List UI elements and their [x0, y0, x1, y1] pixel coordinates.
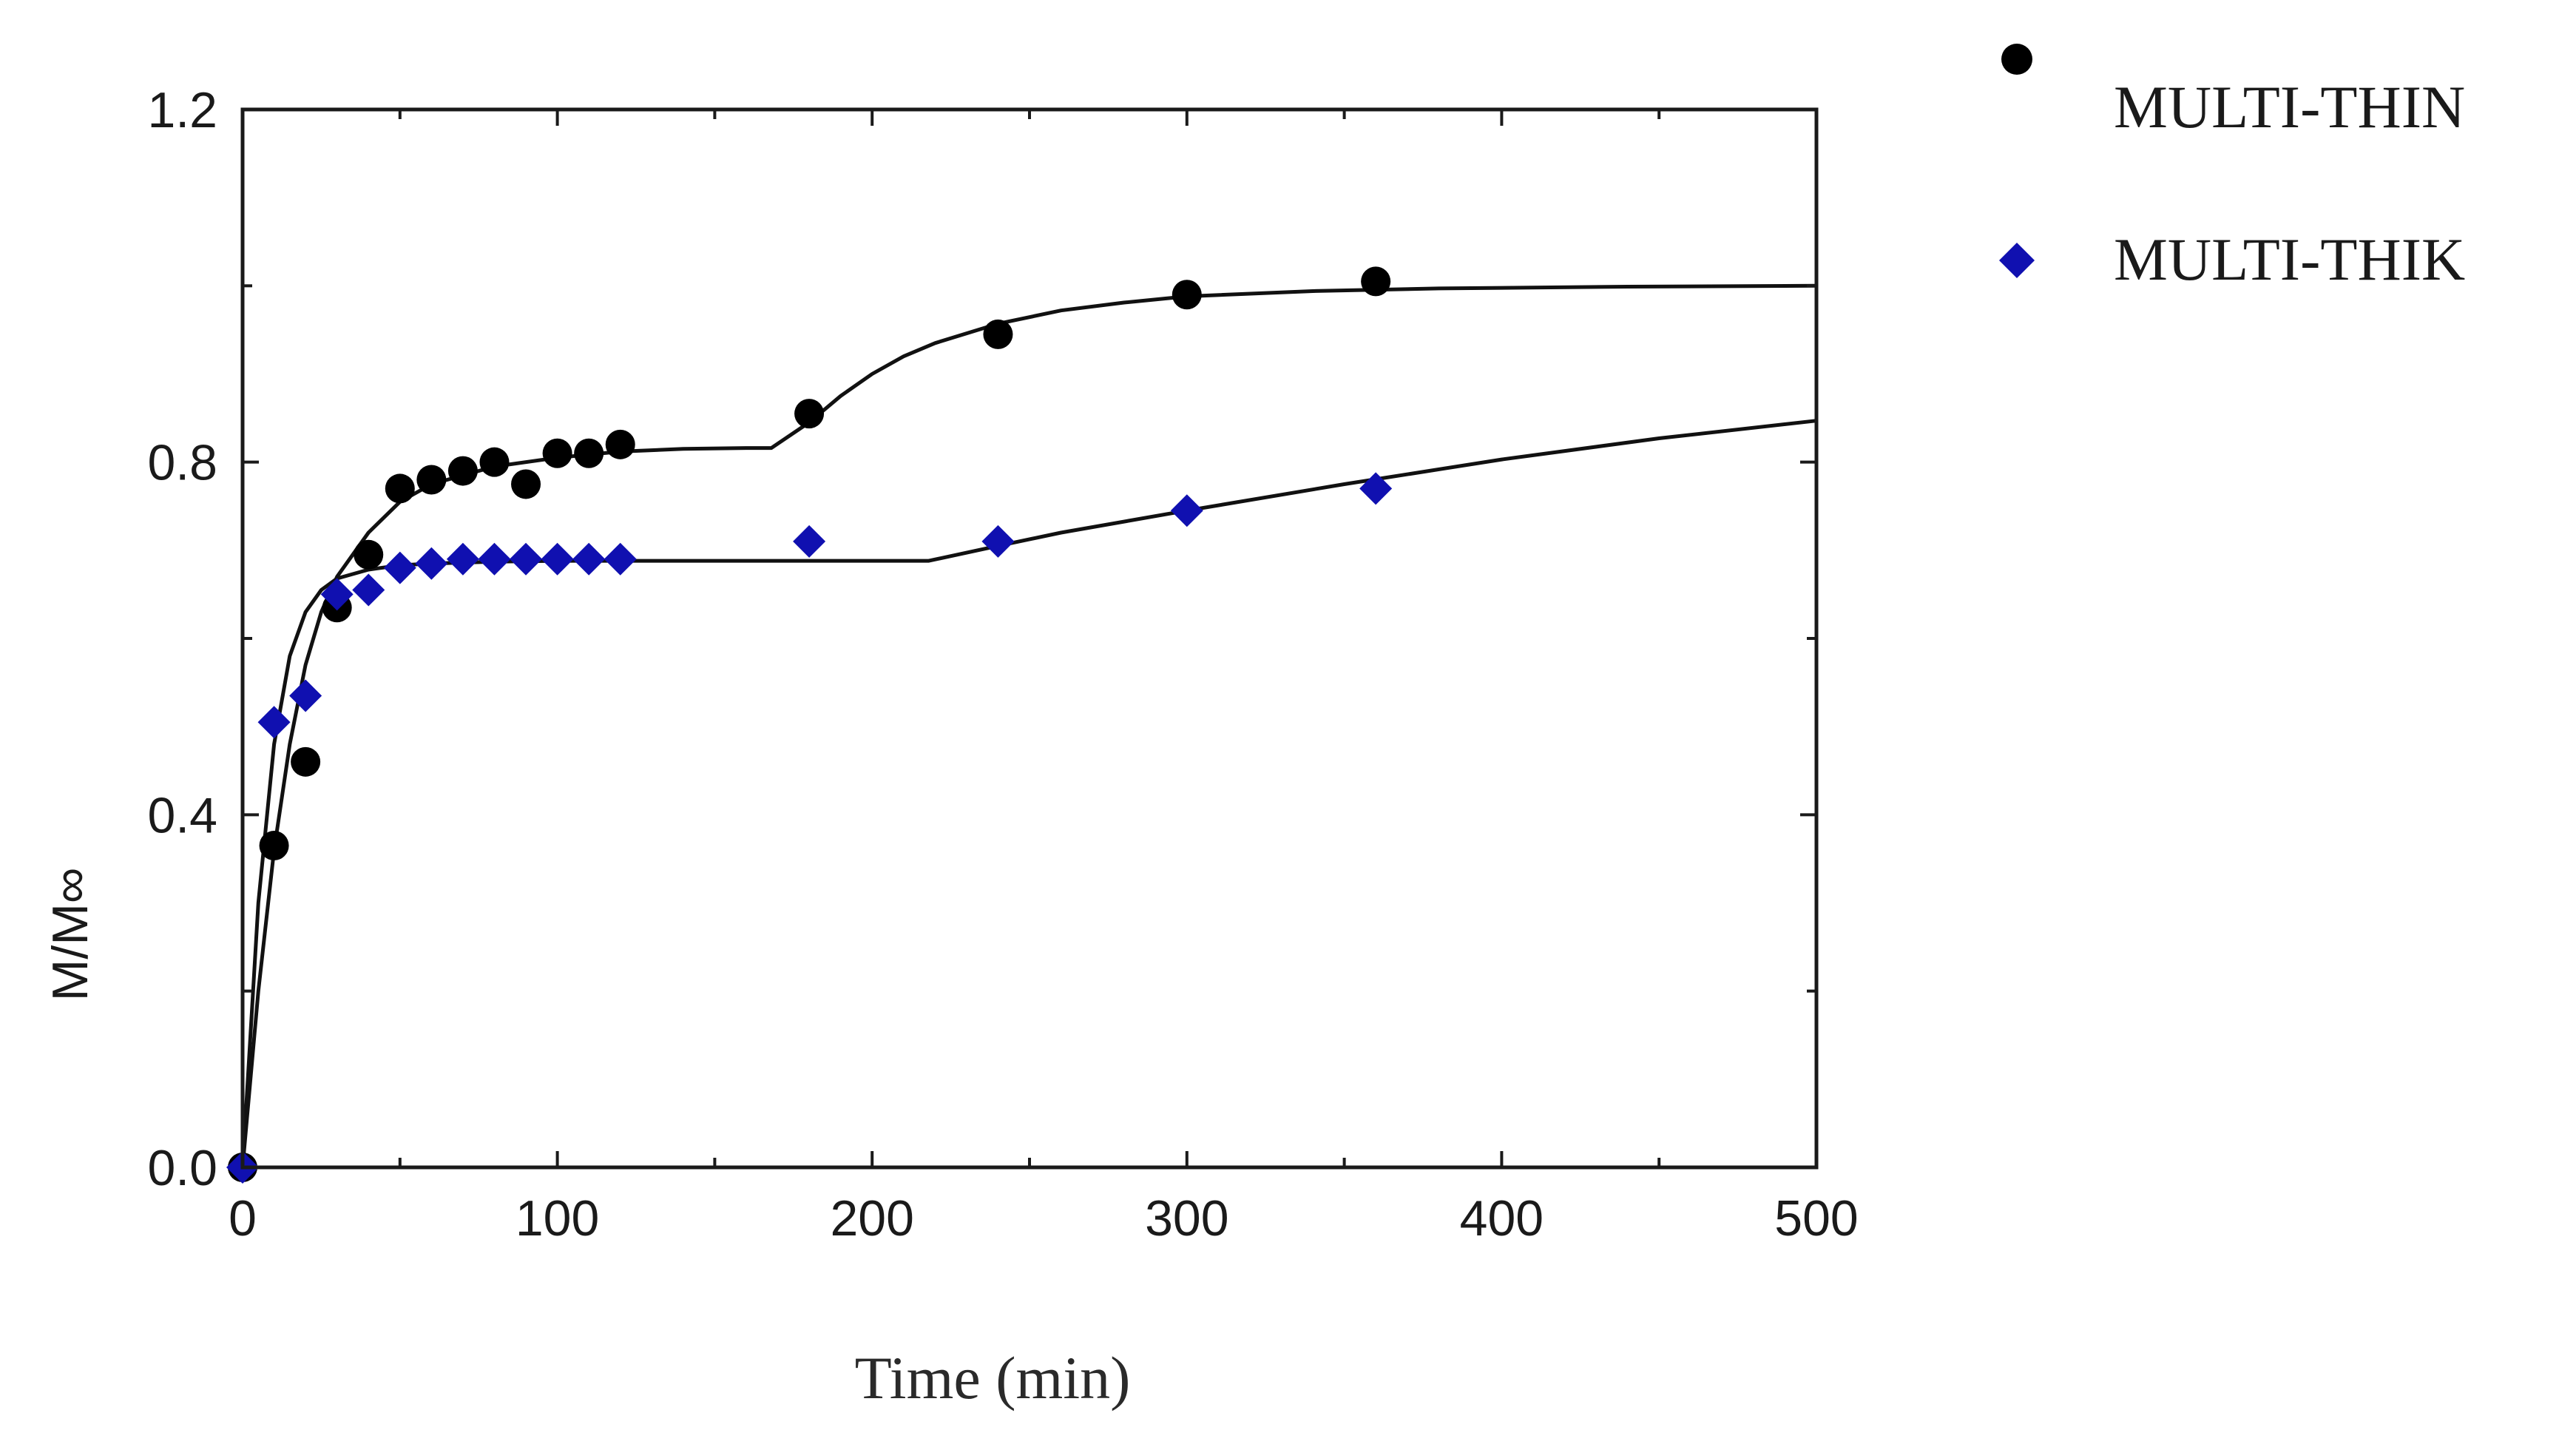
data-point-multi-thin	[259, 831, 289, 861]
x-axis-title: Time (min)	[855, 1344, 1131, 1411]
data-point-multi-thin	[385, 473, 415, 504]
fit-curves	[240, 283, 1817, 1168]
y-tick-label: 1.2	[147, 82, 217, 138]
x-tick-label: 100	[515, 1190, 599, 1247]
data-point-multi-thik	[383, 551, 416, 584]
data-point-multi-thin	[511, 469, 541, 499]
data-point-multi-thik	[352, 573, 385, 607]
data-point-multi-thin	[1361, 266, 1391, 297]
data-point-multi-thik	[572, 542, 606, 576]
x-tick-label: 300	[1145, 1190, 1228, 1247]
legend-marker-multi-thik	[1999, 243, 2035, 278]
data-point-multi-thin	[983, 319, 1013, 349]
data-point-multi-thik	[604, 542, 637, 576]
data-point-multi-thik	[1359, 472, 1393, 505]
data-point-multi-thin	[354, 539, 384, 570]
legend: MULTI-THIN MULTI-THIK	[1999, 44, 2465, 293]
y-tick-label: 0.8	[147, 435, 217, 491]
x-tick-label: 500	[1774, 1190, 1858, 1247]
data-point-multi-thik	[981, 525, 1015, 558]
data-markers	[226, 266, 1393, 1184]
legend-marker-multi-thin	[2001, 44, 2032, 75]
data-point-multi-thin	[574, 438, 604, 468]
fit-line-multi-thik	[240, 419, 1817, 1168]
data-point-multi-thik	[793, 525, 826, 558]
y-axis-title: M/M∞	[42, 868, 98, 1002]
legend-label-multi-thik: MULTI-THIK	[2114, 226, 2465, 293]
data-point-multi-thik	[320, 578, 354, 611]
data-point-multi-thik	[1170, 494, 1203, 527]
fit-line-multi-thin	[240, 283, 1817, 1168]
data-point-multi-thin	[291, 746, 321, 777]
data-point-multi-thin	[605, 429, 635, 459]
data-point-multi-thin	[416, 465, 447, 495]
data-point-multi-thin	[542, 438, 572, 468]
data-point-multi-thik	[289, 679, 322, 712]
y-tick-label: 0.4	[147, 787, 217, 843]
axis-tick-labels: 0 100 200 300 400 500 0.0 0.4 0.8 1.2	[147, 82, 1858, 1247]
x-tick-label: 400	[1460, 1190, 1544, 1247]
axis-ticks	[241, 108, 1818, 1169]
data-point-multi-thik	[541, 542, 574, 576]
data-point-multi-thin	[447, 456, 478, 486]
data-point-multi-thik	[257, 706, 291, 739]
plot-frame	[240, 107, 1819, 1170]
data-point-multi-thin	[479, 447, 510, 477]
data-point-multi-thin	[1172, 280, 1202, 310]
x-tick-label: 0	[229, 1190, 257, 1247]
data-point-multi-thik	[415, 547, 448, 580]
data-point-multi-thik	[478, 542, 511, 576]
legend-label-multi-thin: MULTI-THIN	[2114, 73, 2465, 141]
y-tick-label: 0.0	[147, 1140, 217, 1196]
data-point-multi-thik	[510, 542, 543, 576]
data-point-multi-thin	[794, 399, 825, 429]
x-tick-label: 200	[830, 1190, 913, 1247]
data-point-multi-thik	[446, 542, 479, 576]
